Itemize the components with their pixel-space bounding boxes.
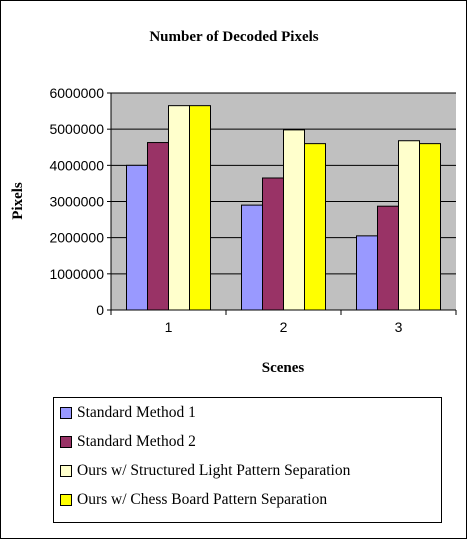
bar: [189, 105, 211, 311]
x-tick-labels: 1 2 3: [165, 319, 403, 335]
x-tick-label: 1: [165, 319, 173, 335]
legend-swatch: [60, 436, 72, 448]
legend-item: Standard Method 1: [60, 401, 196, 425]
bar: [419, 143, 441, 311]
legend-swatch: [60, 407, 72, 419]
bar: [262, 177, 284, 311]
legend: Standard Method 1 Standard Method 2 Ours…: [53, 397, 442, 523]
bar: [398, 140, 420, 311]
x-axis-label: Scenes: [262, 360, 305, 376]
bar: [147, 142, 169, 311]
bar: [377, 205, 399, 311]
legend-label: Standard Method 1: [77, 404, 196, 421]
y-tick-label: 3000000: [49, 194, 104, 210]
y-axis-label: Pixels: [10, 182, 26, 220]
axes: [107, 92, 457, 315]
y-tick-label: 4000000: [49, 157, 104, 173]
legend-item: Ours w/ Chess Board Pattern Separation: [60, 488, 327, 512]
legend-label: Ours w/ Structured Light Pattern Separat…: [77, 462, 351, 479]
bars: [126, 105, 441, 311]
legend-swatch: [60, 465, 72, 477]
x-tick-label: 2: [280, 319, 288, 335]
bar: [168, 105, 190, 311]
legend-swatch: [60, 494, 72, 506]
bar: [304, 143, 326, 311]
y-tick-label: 5000000: [49, 121, 104, 137]
bar: [356, 235, 378, 311]
chart-title: Number of Decoded Pixels: [149, 29, 318, 45]
bar: [241, 204, 263, 311]
x-tick-label: 3: [395, 319, 403, 335]
y-tick-labels: 0 1000000 2000000 3000000 4000000 5000000 6000…: [49, 85, 104, 318]
legend-item: Standard Method 2: [60, 430, 196, 454]
bar: [126, 164, 148, 311]
legend-label: Ours w/ Chess Board Pattern Separation: [77, 491, 328, 508]
legend-item: Ours w/ Structured Light Pattern Separat…: [60, 459, 350, 483]
y-tick-label: 1000000: [49, 266, 104, 282]
y-tick-label: 0: [96, 302, 104, 318]
legend-label: Standard Method 2: [77, 433, 196, 450]
bar: [283, 129, 305, 311]
y-tick-label: 2000000: [49, 230, 104, 246]
y-tick-label: 6000000: [49, 85, 104, 101]
